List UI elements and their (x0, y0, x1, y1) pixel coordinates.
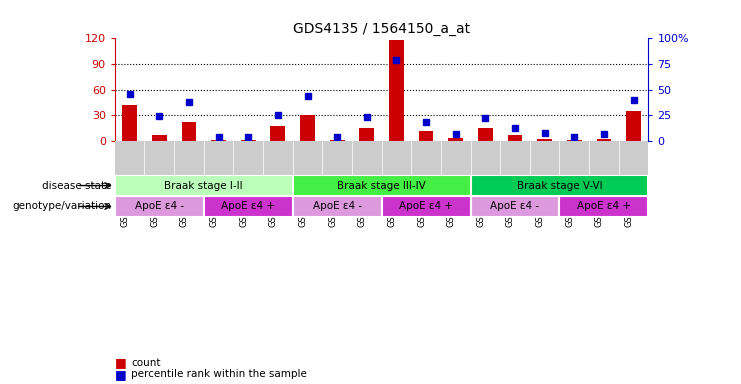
Text: ApoE ε4 +: ApoE ε4 + (577, 202, 631, 212)
Bar (293, 175, 471, 196)
Bar (293, 196, 382, 217)
Text: ApoE ε4 +: ApoE ε4 + (399, 202, 453, 212)
Text: Braak stage III-IV: Braak stage III-IV (337, 180, 426, 190)
Bar (211, 140, 226, 141)
Bar (182, 122, 196, 141)
Bar (359, 128, 374, 141)
Text: count: count (131, 358, 161, 368)
Bar (270, 126, 285, 141)
Bar (448, 138, 463, 141)
Text: ApoE ε4 -: ApoE ε4 - (313, 202, 362, 212)
Bar (559, 196, 648, 217)
Bar (122, 105, 137, 141)
Bar (241, 140, 256, 141)
Text: ■: ■ (115, 356, 127, 369)
Text: ApoE ε4 +: ApoE ε4 + (222, 202, 275, 212)
Text: percentile rank within the sample: percentile rank within the sample (131, 369, 307, 379)
Text: Braak stage I-II: Braak stage I-II (165, 180, 243, 190)
Bar (115, 175, 293, 196)
Bar (300, 115, 315, 141)
Bar (478, 128, 493, 141)
Title: GDS4135 / 1564150_a_at: GDS4135 / 1564150_a_at (293, 22, 471, 36)
Bar (537, 139, 552, 141)
Bar (204, 196, 293, 217)
Bar (597, 139, 611, 141)
Bar (152, 135, 167, 141)
Bar (419, 131, 433, 141)
Bar (508, 135, 522, 141)
Bar (389, 40, 404, 141)
Bar (382, 196, 471, 217)
Bar (471, 196, 559, 217)
Text: Braak stage V-VI: Braak stage V-VI (516, 180, 602, 190)
Bar (471, 175, 648, 196)
Text: ApoE ε4 -: ApoE ε4 - (491, 202, 539, 212)
Text: ■: ■ (115, 368, 127, 381)
Text: disease state: disease state (41, 180, 111, 190)
Bar (567, 140, 582, 141)
Bar (115, 196, 204, 217)
Bar (330, 140, 345, 141)
Text: ApoE ε4 -: ApoE ε4 - (135, 202, 184, 212)
Bar (626, 111, 641, 141)
Text: genotype/variation: genotype/variation (12, 202, 111, 212)
